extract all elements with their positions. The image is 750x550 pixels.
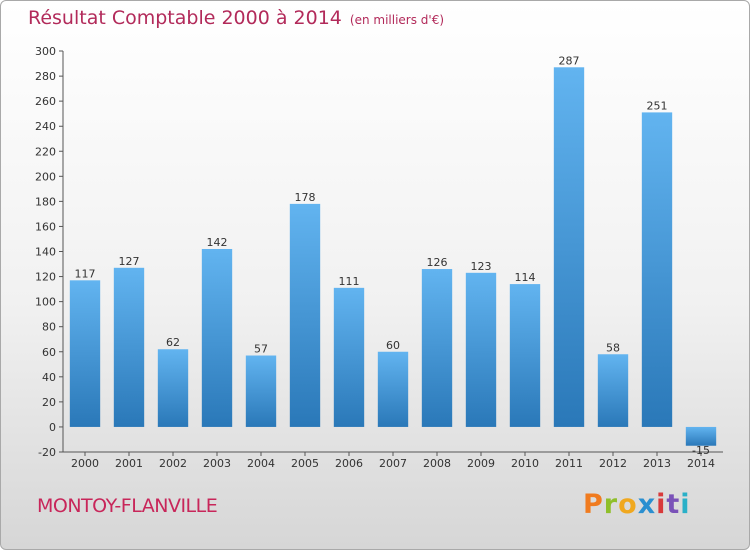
y-tick-label: 180 [35,195,56,208]
logo-letter: t [666,489,681,520]
y-tick-label: 80 [42,321,56,334]
x-tick-label: 2012 [599,457,627,470]
x-tick-label: 2002 [159,457,187,470]
bar [641,112,673,427]
x-tick-label: 2004 [247,457,275,470]
y-tick-label: 120 [35,271,56,284]
chart-title: Résultat Comptable 2000 à 2014 (en millie… [28,7,444,29]
data-label: 58 [606,341,620,354]
y-tick-label: 280 [35,70,56,83]
y-tick-label: 140 [35,246,56,259]
bar [113,267,145,427]
bar [289,203,321,427]
logo-letter: x [637,489,657,520]
data-label: -15 [692,444,710,457]
x-tick-label: 2008 [423,457,451,470]
logo-letter: i [680,489,691,520]
y-tick-label: 100 [35,296,56,309]
x-tick-label: 2000 [71,457,99,470]
chart-subtitle: (en milliers d'€) [349,13,445,27]
logo-letter: o [618,489,638,520]
bar [421,269,453,427]
x-tick-label: 2010 [511,457,539,470]
data-label: 60 [386,339,400,352]
bar [333,287,365,427]
bar [597,354,629,427]
x-tick-label: 2005 [291,457,319,470]
town-name: MONTOY-FLANVILLE [37,495,218,517]
y-tick-label: 60 [42,346,56,359]
y-tick-label: 220 [35,145,56,158]
y-tick-label: 20 [42,396,56,409]
y-tick-label: -20 [38,446,56,459]
data-label: 62 [166,336,180,349]
data-label: 126 [427,256,448,269]
y-tick-label: 260 [35,95,56,108]
x-tick-label: 2009 [467,457,495,470]
y-tick-label: 200 [35,170,56,183]
bar [201,248,233,427]
logo-letter: i [656,489,667,520]
bar [245,355,277,427]
data-label: 111 [339,275,360,288]
data-label: 142 [207,236,228,249]
bar [69,280,101,427]
data-label: 178 [295,191,316,204]
data-label: 287 [559,54,580,67]
x-tick-label: 2001 [115,457,143,470]
bar [685,426,717,446]
data-label: 123 [471,260,492,273]
x-tick-label: 2013 [643,457,671,470]
bar [465,272,497,427]
data-label: 117 [75,267,96,280]
bar [509,284,541,427]
x-tick-label: 2007 [379,457,407,470]
data-label: 114 [515,271,536,284]
logo-letter: r [603,489,619,520]
bar [157,349,189,427]
x-tick-label: 2003 [203,457,231,470]
data-label: 251 [647,99,668,112]
y-tick-label: 40 [42,371,56,384]
y-tick-label: 0 [49,421,56,434]
y-tick-label: 300 [35,45,56,58]
logo-letter: P [583,489,604,520]
bar [377,351,409,427]
y-tick-label: 160 [35,220,56,233]
bar [553,67,585,427]
data-label: 127 [119,255,140,268]
y-tick-label: 240 [35,120,56,133]
x-tick-label: 2014 [687,457,715,470]
chart-title-main: Résultat Comptable 2000 à 2014 [28,7,342,29]
x-tick-label: 2006 [335,457,363,470]
x-tick-label: 2011 [555,457,583,470]
proxiti-logo: Proxiti [583,489,691,520]
data-label: 57 [254,343,268,356]
